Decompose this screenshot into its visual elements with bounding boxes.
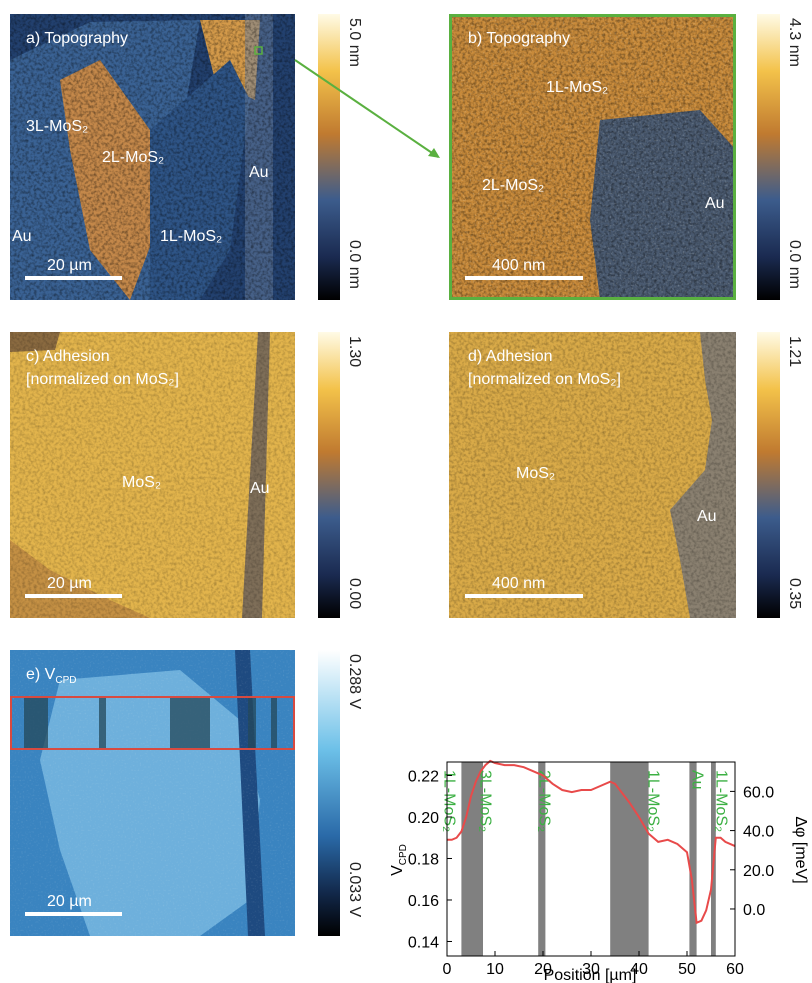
- y2-tick-label: 20.0: [743, 863, 774, 880]
- colorbar: [318, 332, 340, 618]
- panel-title: a) Topography: [26, 30, 128, 47]
- colorbar-max: 5.0 nm: [346, 18, 363, 67]
- shaded-region: [689, 762, 696, 956]
- x-tick-label: 0: [443, 961, 452, 978]
- colorbar: [757, 332, 780, 618]
- scale-bar-label: 400 nm: [492, 575, 545, 592]
- annotation: Au: [250, 480, 270, 497]
- annotation: 1L-MoS₂: [546, 79, 608, 96]
- annotation: Au: [705, 195, 725, 212]
- scale-bar: [25, 276, 122, 280]
- y-label-main: V: [389, 865, 406, 876]
- shade: [99, 697, 106, 749]
- panel-title: c) Adhesion: [26, 348, 110, 365]
- annotation: 3L-MoS₂: [26, 118, 88, 135]
- x-tick-label: 30: [582, 961, 600, 978]
- y2-tick-label: 60.0: [743, 784, 774, 801]
- shade: [271, 697, 277, 749]
- scale-bar-label: 20 µm: [47, 575, 92, 592]
- scale-bar: [25, 594, 122, 598]
- colorbar-min: 0.00: [346, 578, 363, 609]
- region-label: 2L-MoS₂: [535, 770, 552, 832]
- colorbar: [318, 14, 340, 300]
- y-tick-label: 0.16: [408, 893, 439, 910]
- panel-subtitle: [normalized on MoS₂]: [468, 371, 621, 388]
- y-tick-label: 0.14: [408, 934, 439, 951]
- shade: [248, 697, 256, 749]
- annotation: 2L-MoS₂: [482, 177, 544, 194]
- scale-bar-label: 20 µm: [47, 893, 92, 910]
- y-axis-label: VCPD: [389, 844, 409, 876]
- shade: [170, 697, 210, 749]
- y-tick-label: 0.18: [408, 851, 439, 868]
- colorbar-min: 0.0 nm: [346, 240, 363, 289]
- annotation: Au: [697, 508, 717, 525]
- y-tick-label: 0.20: [408, 810, 439, 827]
- colorbar-max: 4.3 nm: [786, 18, 803, 67]
- x-tick-label: 60: [726, 961, 744, 978]
- colorbar-max: 1.30: [346, 336, 363, 367]
- title-sub: CPD: [55, 675, 76, 686]
- annotation: 2L-MoS₂: [102, 149, 164, 166]
- annotation: MoS₂: [122, 474, 161, 491]
- colorbar-max: 0.288 V: [346, 654, 363, 709]
- title-main: e) V: [26, 666, 56, 683]
- y2-tick-label: 40.0: [743, 824, 774, 841]
- scale-bar: [465, 276, 583, 280]
- annotation: Au: [249, 164, 269, 181]
- scale-bar: [465, 594, 583, 598]
- x-tick-label: 50: [678, 961, 696, 978]
- panel-subtitle: [normalized on MoS₂]: [26, 371, 179, 388]
- zoom-arrow: [295, 60, 438, 157]
- figure: a) Topography 3L-MoS₂ 2L-MoS₂ Au Au 1L-M…: [0, 0, 812, 983]
- y2-axis-label: Δφ [meV]: [792, 816, 809, 883]
- region-label: 1L-MoS₂: [644, 770, 661, 832]
- region-label: 1L-MoS₂: [440, 770, 457, 832]
- region-label: Au: [689, 770, 706, 790]
- colorbar: [318, 650, 340, 936]
- annotation: 1L-MoS₂: [160, 228, 222, 245]
- colorbar-min: 0.033 V: [346, 862, 363, 917]
- x-tick-label: 40: [630, 961, 648, 978]
- colorbar-min: 0.35: [786, 578, 803, 609]
- region-label: 1L-MoS₂: [713, 770, 730, 832]
- zoom-arrowhead: [428, 148, 440, 158]
- colorbar-max: 1.21: [786, 336, 803, 367]
- shade: [24, 697, 48, 749]
- annotation: MoS₂: [516, 465, 555, 482]
- scale-bar: [25, 912, 122, 916]
- shaded-region: [610, 762, 648, 956]
- colorbar: [757, 14, 780, 300]
- y2-tick-label: 0.0: [743, 902, 765, 919]
- x-tick-label: 20: [534, 961, 552, 978]
- scale-bar-label: 20 µm: [47, 257, 92, 274]
- region-label: 3L-MoS₂: [476, 770, 493, 832]
- scale-bar-label: 400 nm: [492, 257, 545, 274]
- panel-title: d) Adhesion: [468, 348, 553, 365]
- panel-title: b) Topography: [468, 30, 570, 47]
- colorbar-min: 0.0 nm: [786, 240, 803, 289]
- x-tick-label: 10: [486, 961, 504, 978]
- annotation: Au: [12, 228, 32, 245]
- y-tick-label: 0.22: [408, 768, 439, 785]
